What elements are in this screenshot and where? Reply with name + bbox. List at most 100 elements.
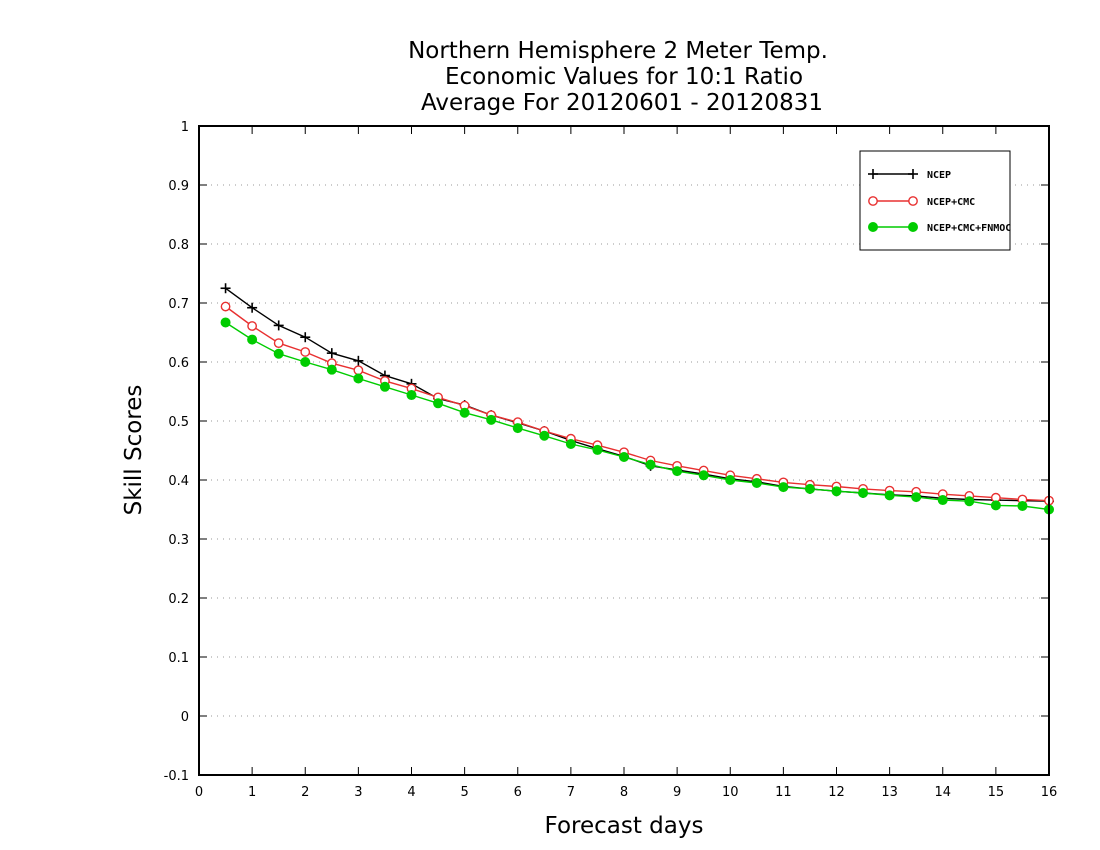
y-tick-label: 0.5: [168, 415, 189, 430]
legend-marker: [868, 169, 878, 179]
legend-marker: [868, 196, 878, 206]
x-tick-label: 15: [988, 785, 1005, 800]
data-point: [911, 492, 922, 503]
data-point: [273, 338, 284, 349]
legend-entry: NCEP+CMC: [868, 196, 975, 208]
data-point: [884, 490, 895, 501]
x-axis-ticks: 0 1 2 3 4 5 6 7 8 9 10 11 12 13 14 15 16: [195, 126, 1057, 800]
data-point: [645, 459, 656, 470]
legend-marker: [868, 222, 878, 232]
x-tick-label: 16: [1041, 785, 1058, 800]
data-point: [990, 500, 1001, 511]
series-line: [225, 305, 1050, 502]
x-tick-label: 1: [248, 785, 256, 800]
data-point: [937, 495, 948, 506]
data-point: [778, 482, 789, 493]
data-point: [326, 364, 337, 375]
data-point: [273, 348, 284, 359]
data-point: [725, 475, 736, 485]
data-point: [353, 365, 364, 376]
y-tick-label: 0.6: [168, 356, 189, 371]
x-tick-label: 13: [881, 785, 898, 800]
chart-title-line-3: Average For 20120601 - 20120831: [421, 90, 823, 116]
x-tick-label: 14: [934, 785, 951, 800]
data-point: [353, 355, 364, 366]
data-point: [379, 381, 390, 392]
legend-label: NCEP: [927, 170, 951, 181]
series-line: [225, 321, 1050, 511]
data-point: [565, 439, 576, 450]
data-point: [247, 302, 258, 313]
data-point: [300, 347, 311, 357]
legend-label: NCEP+CMC: [927, 197, 975, 208]
y-tick-label: 0: [181, 710, 189, 725]
x-tick-label: 11: [775, 785, 792, 800]
legend-marker: [908, 222, 918, 232]
legend-marker: [908, 169, 918, 179]
legend-marker: [908, 196, 918, 206]
data-point: [858, 487, 869, 498]
y-tick-label: 1: [181, 120, 189, 135]
x-tick-label: 7: [567, 785, 575, 800]
x-tick-label: 5: [460, 785, 468, 800]
legend-entries: NCEP NCEP+CMC NCEP+CMC+FNMOC: [868, 169, 1011, 234]
data-point: [964, 496, 975, 507]
data-point: [433, 398, 444, 409]
series-ncep-cmc: [220, 301, 1054, 506]
data-point: [247, 334, 258, 345]
y-tick-label: 0.4: [168, 474, 189, 489]
y-tick-label: 0.3: [168, 533, 189, 548]
series-ncep-cmc-fnmoc: [220, 317, 1054, 515]
data-point: [220, 283, 231, 294]
data-point: [300, 357, 311, 367]
x-tick-label: 9: [673, 785, 681, 800]
chart-title-line-1: Northern Hemisphere 2 Meter Temp.: [408, 38, 828, 64]
data-point: [592, 444, 603, 455]
y-tick-label: 0.7: [168, 297, 189, 312]
chart-title-line-2: Economic Values for 10:1 Ratio: [445, 64, 803, 90]
chart-title: Northern Hemisphere 2 Meter Temp. Econom…: [408, 38, 828, 116]
x-tick-label: 3: [354, 785, 362, 800]
y-axis-ticks: -0.1 0 0.1 0.2 0.3 0.4 0.5 0.6 0.7 0.8 0.9 1: [164, 120, 1049, 784]
y-tick-label: 0.9: [168, 179, 189, 194]
x-axis-label: Forecast days: [545, 813, 704, 839]
y-tick-label: 0.2: [168, 592, 189, 607]
data-point: [512, 423, 523, 434]
x-tick-label: 8: [620, 785, 628, 800]
x-tick-label: 2: [301, 785, 309, 800]
data-point: [273, 320, 284, 331]
legend-entry: NCEP+CMC+FNMOC: [868, 222, 1011, 234]
series-ncep: [220, 283, 1054, 507]
data-point: [300, 332, 311, 343]
data-point: [486, 414, 497, 425]
data-point: [539, 430, 550, 441]
data-point: [1017, 500, 1028, 511]
x-tick-label: 4: [407, 785, 415, 800]
data-point: [619, 451, 629, 462]
data-point: [353, 373, 364, 384]
y-axis-label: Skill Scores: [121, 385, 147, 516]
data-point: [220, 301, 231, 312]
data-point: [831, 486, 842, 497]
x-tick-label: 0: [195, 785, 203, 800]
legend-label: NCEP+CMC+FNMOC: [927, 223, 1011, 234]
data-point: [220, 317, 231, 328]
series-line: [225, 287, 1050, 502]
x-tick-label: 6: [514, 785, 522, 800]
y-tick-label: 0.8: [168, 238, 189, 253]
y-tick-label: -0.1: [164, 769, 189, 784]
data-point: [406, 390, 417, 401]
data-point: [672, 466, 683, 477]
legend-entry: NCEP: [868, 169, 951, 181]
x-tick-label: 12: [828, 785, 845, 800]
data-point: [326, 348, 337, 359]
data-point: [459, 407, 470, 418]
data-point: [247, 321, 258, 331]
y-tick-label: 0.1: [168, 651, 189, 666]
legend: NCEP NCEP+CMC NCEP+CMC+FNMOC: [859, 150, 1011, 251]
data-point: [698, 470, 709, 481]
data-point: [751, 477, 762, 488]
x-tick-label: 10: [722, 785, 739, 800]
series-layer: [220, 283, 1054, 515]
